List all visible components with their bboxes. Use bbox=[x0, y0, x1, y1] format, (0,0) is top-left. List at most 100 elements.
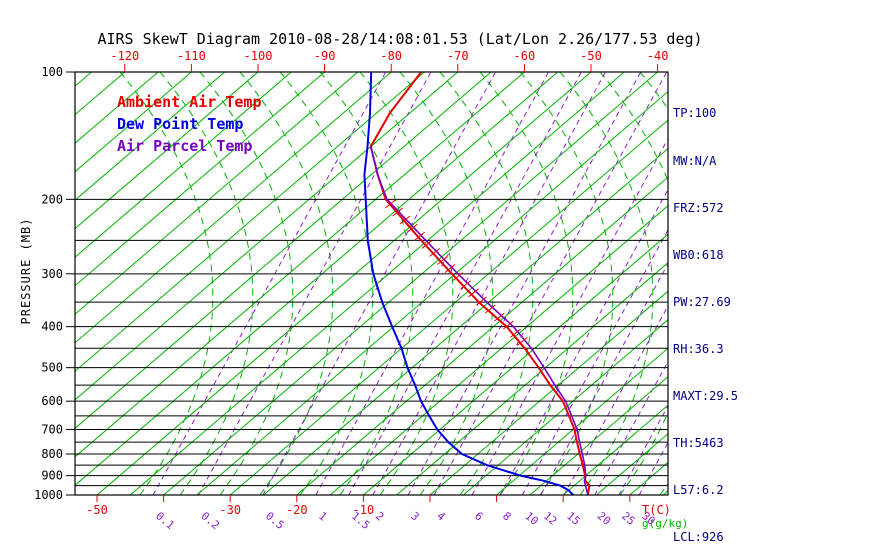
pressure-tick-label: 1000 bbox=[34, 488, 63, 502]
temp-unit-label: T(C) bbox=[642, 503, 671, 517]
cape-hatch-tick bbox=[429, 247, 441, 257]
isotherm-line bbox=[75, 72, 292, 258]
pressure-tick-label: 100 bbox=[41, 65, 63, 79]
cape-hatch-tick bbox=[414, 231, 425, 241]
mixing-ratio-label: 20 bbox=[595, 509, 614, 527]
mixing-ratio-label: 6 bbox=[472, 509, 485, 523]
isotherm-line bbox=[263, 147, 668, 495]
isotherm-line bbox=[462, 319, 668, 495]
bottom-temp-tick-label: -30 bbox=[219, 503, 241, 517]
pressure-tick-label: 500 bbox=[41, 361, 63, 375]
isotherm-line bbox=[75, 72, 325, 287]
cape-hatch-tick bbox=[468, 288, 479, 298]
pressure-tick-label: 200 bbox=[41, 192, 63, 206]
stat-line: TH:5463 bbox=[673, 436, 724, 451]
stat-line: LCL:926 bbox=[673, 530, 724, 545]
pressure-tick-label: 900 bbox=[41, 469, 63, 483]
moist-adiabat-line bbox=[559, 72, 654, 495]
cape-hatch-tick bbox=[385, 199, 396, 209]
stat-line: MAXT:29.5 bbox=[673, 389, 739, 404]
mixing-ratio-label: 4 bbox=[434, 509, 448, 523]
isotherm-line bbox=[96, 72, 592, 495]
stat-line: FRZ:572 bbox=[673, 200, 724, 215]
moist-adiabat-line bbox=[359, 72, 454, 495]
isotherm-line bbox=[496, 347, 668, 495]
mixing-ratio-label: 25 bbox=[619, 509, 638, 527]
pressure-tick-label: 700 bbox=[41, 422, 63, 436]
isotherm-line bbox=[75, 72, 259, 230]
stat-line: RH:36.3 bbox=[673, 341, 724, 356]
moist-adiabat-line bbox=[239, 72, 334, 495]
isotherm-line bbox=[363, 233, 668, 495]
legend-air-parcel-temp: Air Parcel Temp bbox=[117, 137, 253, 155]
legend-dew-point-temp: Dew Point Temp bbox=[117, 115, 244, 133]
isotherm-line bbox=[329, 205, 668, 495]
cape-hatch-tick bbox=[460, 280, 471, 290]
isotherm-line bbox=[75, 72, 159, 144]
moist-adiabat-line bbox=[279, 72, 374, 495]
cape-hatch-tick bbox=[516, 336, 528, 346]
mixing-ratio-line bbox=[407, 72, 642, 495]
mixing-ratio-label: 0.5 bbox=[263, 509, 287, 532]
isotherm-line bbox=[75, 72, 192, 173]
stat-line: WB0:618 bbox=[673, 247, 724, 262]
cape-hatch-tick bbox=[503, 320, 514, 330]
cape-hatch-tick bbox=[452, 272, 463, 282]
mixing-ratio-label: 8 bbox=[500, 509, 513, 523]
stat-line: MW:N/A bbox=[673, 153, 717, 168]
mixing-ratio-label: 2 bbox=[373, 509, 386, 523]
top-temp-tick-label: -60 bbox=[514, 49, 536, 63]
moist-adiabat-line bbox=[479, 72, 574, 495]
isotherm-line bbox=[629, 461, 668, 495]
bottom-temp-tick-label: -20 bbox=[286, 503, 308, 517]
cape-hatch-tick bbox=[494, 312, 505, 322]
isotherm-line bbox=[529, 376, 668, 495]
moist-adiabat-line bbox=[519, 72, 614, 495]
bottom-temp-tick-label: -50 bbox=[86, 503, 108, 517]
isotherm-line bbox=[75, 72, 359, 315]
cape-hatch-tick bbox=[399, 215, 411, 225]
cape-hatch-tick bbox=[510, 328, 521, 338]
cape-hatch-tick bbox=[444, 264, 456, 273]
parcel-temp-curve bbox=[369, 145, 589, 495]
mixing-ratio-label: 12 bbox=[541, 509, 560, 527]
cape-hatch-tick bbox=[437, 256, 448, 265]
cape-hatch-tick bbox=[421, 239, 433, 249]
isotherm-line bbox=[196, 90, 668, 495]
moist-adiabat-line bbox=[399, 72, 494, 495]
top-temp-tick-label: -40 bbox=[647, 49, 669, 63]
moist-adiabat-line bbox=[199, 72, 294, 495]
mixing-ratio-label: 1 bbox=[316, 509, 329, 523]
pressure-axis-label: PRESSURE (MB) bbox=[19, 217, 33, 325]
bottom-temp-tick-label: -10 bbox=[353, 503, 375, 517]
isotherm-line bbox=[75, 72, 559, 486]
isotherm-line bbox=[75, 72, 459, 401]
isotherm-line bbox=[429, 290, 668, 495]
pressure-tick-label: 300 bbox=[41, 267, 63, 281]
plot-frame bbox=[74, 71, 669, 496]
stats-panel: TP:100 MW:N/A FRZ:572 WB0:618 PW:27.69 R… bbox=[673, 75, 738, 560]
cape-hatch-tick bbox=[407, 223, 418, 233]
moist-adiabat-line bbox=[159, 72, 254, 495]
cape-hatch-tick bbox=[476, 296, 487, 306]
mixing-ratio-label: 10 bbox=[522, 509, 541, 527]
pressure-tick-label: 800 bbox=[41, 447, 63, 461]
stat-line: TP:100 bbox=[673, 106, 717, 121]
cape-hatch-tick bbox=[392, 207, 404, 217]
top-temp-tick-label: -110 bbox=[177, 49, 206, 63]
mixing-ratio-label: 0.1 bbox=[153, 509, 177, 532]
plot-curves bbox=[363, 72, 591, 495]
isotherm-line bbox=[75, 72, 392, 344]
cape-hatch-tick bbox=[485, 304, 496, 314]
chart-title: AIRS SkewT Diagram 2010-08-28/14:08:01.5… bbox=[97, 30, 703, 48]
stat-line: PW:27.69 bbox=[673, 294, 731, 309]
isotherm-line bbox=[75, 72, 492, 429]
top-temp-tick-label: -100 bbox=[244, 49, 273, 63]
moist-adiabat-line bbox=[319, 72, 414, 495]
moist-adiabat-line bbox=[439, 72, 534, 495]
pressure-tick-label: 600 bbox=[41, 394, 63, 408]
isotherm-line bbox=[229, 119, 668, 495]
isotherm-line bbox=[75, 72, 226, 201]
